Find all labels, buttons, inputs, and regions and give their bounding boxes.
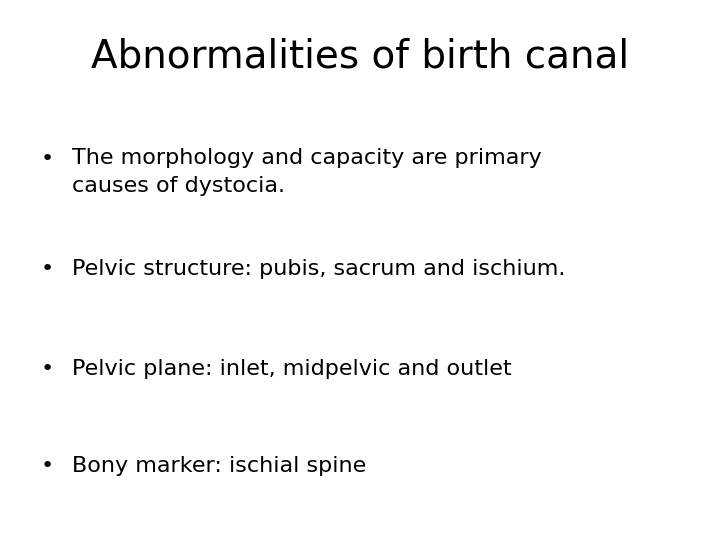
Text: •: •	[40, 359, 53, 379]
Text: •: •	[40, 148, 53, 168]
Text: The morphology and capacity are primary
causes of dystocia.: The morphology and capacity are primary …	[72, 148, 541, 197]
Text: Pelvic structure: pubis, sacrum and ischium.: Pelvic structure: pubis, sacrum and isch…	[72, 259, 565, 279]
Text: •: •	[40, 259, 53, 279]
Text: Bony marker: ischial spine: Bony marker: ischial spine	[72, 456, 366, 476]
Text: •: •	[40, 456, 53, 476]
Text: Abnormalities of birth canal: Abnormalities of birth canal	[91, 38, 629, 76]
Text: Pelvic plane: inlet, midpelvic and outlet: Pelvic plane: inlet, midpelvic and outle…	[72, 359, 512, 379]
